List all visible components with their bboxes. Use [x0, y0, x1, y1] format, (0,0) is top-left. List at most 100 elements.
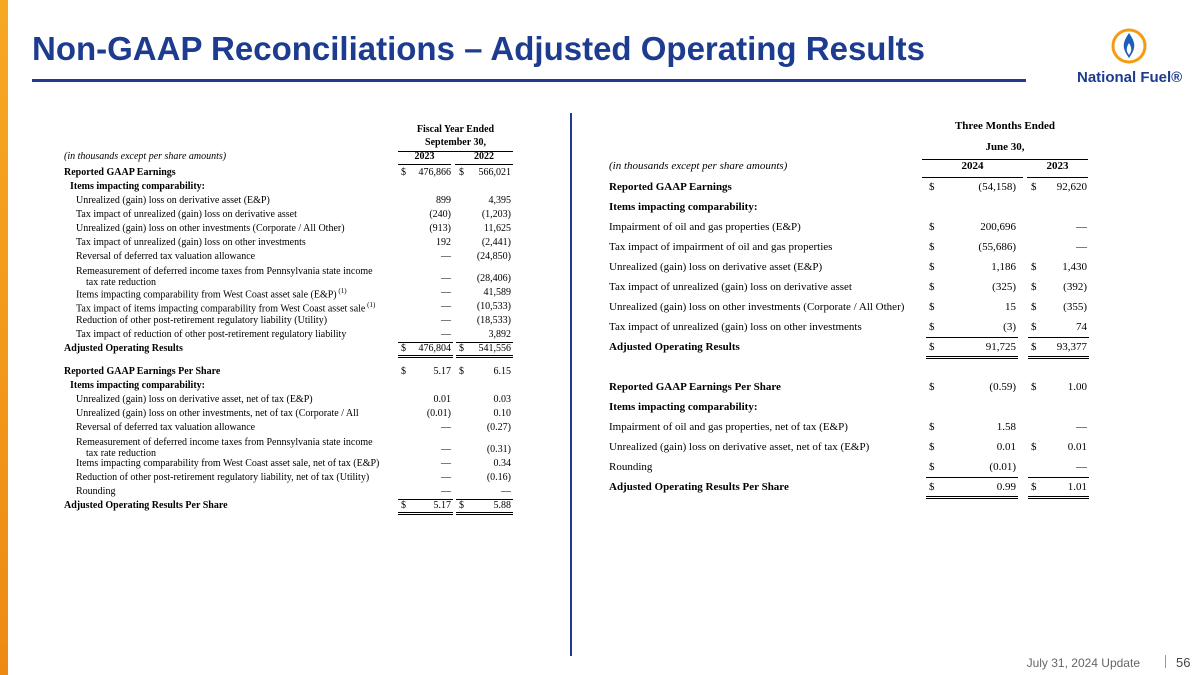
double-rule [398, 512, 453, 515]
cell-value: 92,620 [1056, 180, 1087, 193]
cell-value: — [441, 486, 451, 497]
currency: $ [1031, 320, 1037, 333]
total-rule [926, 477, 1018, 478]
currency: $ [459, 167, 464, 178]
currency: $ [929, 240, 935, 253]
row-label: Remeasurement of deferred income taxes f… [76, 437, 373, 459]
slide-title: Non-GAAP Reconciliations – Adjusted Oper… [32, 30, 925, 67]
cell-value: 0.01 [433, 394, 452, 405]
cell-value: — [441, 472, 451, 483]
currency: $ [459, 366, 464, 377]
currency: $ [929, 460, 935, 473]
total-rule [1028, 337, 1089, 338]
cell-value: — [1076, 420, 1087, 433]
cell-value: — [1076, 220, 1087, 233]
cell-value: 11,625 [483, 223, 511, 234]
row-label: Adjusted Operating Results [64, 343, 183, 354]
footnote-ref: (1) [336, 287, 347, 295]
cell-value: (0.01) [426, 408, 451, 419]
cell-value: 0.99 [996, 480, 1016, 493]
cell-value: 5.17 [433, 500, 452, 511]
currency: $ [401, 167, 406, 178]
currency: $ [1031, 480, 1037, 493]
row-label: Items impacting comparability: [609, 200, 758, 213]
cell-value: 200,696 [980, 220, 1016, 233]
row-label: Reported GAAP Earnings [64, 167, 176, 178]
date-header: September 30, [425, 137, 486, 148]
cell-value: 0.01 [1067, 440, 1087, 453]
accent-strip [0, 0, 8, 675]
cell-value: — [441, 287, 451, 298]
row-label: Impairment of oil and gas properties, ne… [609, 420, 848, 433]
header-rule [398, 151, 513, 152]
currency: $ [459, 343, 464, 354]
units-note: (in thousands except per share amounts) [64, 151, 227, 162]
row-label: Tax impact of impairment of oil and gas … [609, 240, 833, 253]
cell-value: (355) [1063, 300, 1087, 313]
cell-value: 5.17 [433, 366, 452, 377]
units-note: (in thousands except per share amounts) [609, 160, 788, 172]
cell-value: 5.88 [493, 500, 512, 511]
cell-value: — [1076, 460, 1087, 473]
row-label: Unrealized (gain) loss on derivative ass… [609, 440, 870, 453]
footer-date: July 31, 2024 Update [1026, 656, 1140, 670]
row-label: Items impacting comparability from West … [76, 287, 347, 301]
row-label: Adjusted Operating Results Per Share [609, 480, 789, 493]
row-label: Tax impact of unrealized (gain) loss on … [76, 209, 297, 220]
row-label: Reported GAAP Earnings Per Share [64, 366, 221, 377]
currency: $ [1031, 340, 1037, 353]
cell-value: 15 [1005, 300, 1016, 313]
row-label: Items impacting comparability: [70, 181, 205, 192]
row-label: Reduction of other post-retirement regul… [76, 315, 328, 326]
row-label: Unrealized (gain) loss on derivative ass… [609, 260, 823, 273]
row-label: Reversal of deferred tax valuation allow… [76, 251, 256, 262]
row-label: Reversal of deferred tax valuation allow… [76, 422, 256, 433]
row-label: Tax impact of items impacting comparabil… [76, 301, 376, 315]
double-rule [1028, 356, 1089, 359]
cell-value: (10,533) [476, 301, 511, 312]
currency: $ [929, 320, 935, 333]
cell-value: 4,395 [488, 195, 512, 206]
row-label: Tax impact of reduction of other post-re… [76, 329, 347, 340]
row-label: Remeasurement of deferred income taxes f… [76, 266, 373, 288]
cell-value: (24,850) [476, 251, 511, 262]
cell-value: 1.58 [996, 420, 1016, 433]
row-label: Impairment of oil and gas properties (E&… [609, 220, 801, 233]
year-rule [455, 164, 513, 165]
currency: $ [929, 180, 935, 193]
currency: $ [929, 340, 935, 353]
cell-value: — [441, 329, 451, 340]
cell-value: — [1076, 240, 1087, 253]
double-rule [926, 496, 1018, 499]
cell-value: (325) [992, 280, 1016, 293]
year-header: 2024 [961, 160, 984, 172]
period-header: Three Months Ended [954, 120, 1056, 132]
cell-value: 0.03 [493, 394, 512, 405]
cell-value: 1,430 [1062, 260, 1087, 273]
currency: $ [929, 260, 935, 273]
row-label: Rounding [609, 460, 653, 473]
currency: $ [929, 220, 935, 233]
currency: $ [929, 280, 935, 293]
cell-value: (913) [429, 223, 451, 234]
year-rule [1027, 177, 1088, 178]
double-rule [398, 355, 453, 358]
currency: $ [459, 500, 464, 511]
total-rule [926, 337, 1018, 338]
divider [570, 113, 572, 656]
cell-value: (0.59) [989, 380, 1016, 393]
year-header: 2022 [474, 151, 494, 162]
total-rule [456, 342, 513, 343]
logo [1111, 28, 1147, 64]
year-header: 2023 [414, 151, 435, 162]
row-label: Tax impact of unrealized (gain) loss on … [76, 237, 306, 248]
row-label: Rounding [76, 486, 116, 497]
row-label: Unrealized (gain) loss on derivative ass… [76, 195, 270, 206]
cell-value: — [441, 458, 451, 469]
row-label: Adjusted Operating Results Per Share [64, 500, 228, 511]
total-rule [1028, 477, 1089, 478]
cell-value: (0.16) [486, 472, 511, 483]
row-label: Items impacting comparability from West … [76, 458, 380, 469]
double-rule [456, 512, 513, 515]
footnote-ref: (1) [365, 301, 376, 309]
